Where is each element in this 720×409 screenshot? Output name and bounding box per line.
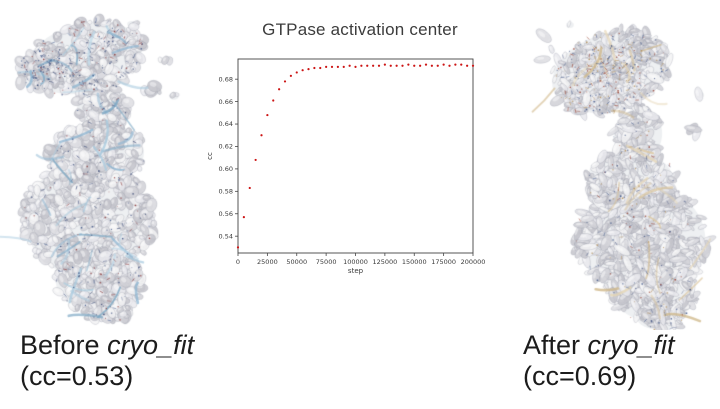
data-point [471,64,475,67]
data-point [354,65,357,68]
x-tick-label: 100000 [343,258,368,266]
data-point [325,65,328,68]
chart-title: GTPase activation center [262,20,458,39]
data-point [442,63,445,66]
data-point [366,64,369,67]
x-tick-label: 25000 [257,258,278,266]
data-point [254,158,257,162]
data-point [236,246,240,249]
caption-after: After cryo_fit (cc=0.69) [523,330,675,393]
data-point [313,66,316,70]
caption-before-prefix: Before [20,330,108,360]
data-point [372,64,375,67]
data-point [301,69,304,72]
y-tick-label: 0.58 [219,188,233,196]
data-point [454,63,457,66]
caption-after-line1: After cryo_fit [523,330,675,361]
data-point [278,88,281,91]
data-point [360,64,363,67]
x-tick-label: 150000 [402,258,427,266]
scatter-plot: 0.54 0.56 0.58 0.60 0.62 0.64 0.66 0.68 0 25000 50… [206,58,486,275]
x-tick-label: 125000 [372,258,397,266]
data-point [430,64,433,67]
data-point [307,67,310,71]
y-tick-label: 0.60 [219,165,233,173]
data-point [424,63,428,66]
data-point [383,63,386,66]
data-point [272,99,275,102]
data-point [395,64,398,67]
data-point [389,64,392,67]
data-point [330,65,334,68]
data-point [289,74,292,77]
data-point [295,71,298,74]
data-point [348,64,351,67]
plot-frame [237,58,474,254]
caption-before-tool-name: cryo_fit [107,330,195,360]
caption-after-prefix: After [523,330,588,360]
cryoem-density-map-after [530,0,720,330]
cryoem-density-map-before [0,0,225,330]
y-tick-label: 0.68 [219,75,233,83]
caption-before: Before cryo_fit (cc=0.53) [20,330,194,393]
x-tick-label: 200000 [461,258,486,266]
data-point [413,64,416,67]
x-tick-label: 0 [236,258,240,266]
x-axis-label: step [348,267,364,275]
data-point [460,63,463,66]
x-tick-label: 50000 [286,258,307,266]
data-point [407,63,410,66]
data-point [260,134,263,137]
data-point [248,186,251,190]
y-tick-label: 0.62 [219,143,233,151]
caption-after-tool-name: cryo_fit [587,330,675,360]
data-point [466,64,469,67]
y-tick-label: 0.66 [219,98,233,106]
data-point [448,64,451,67]
data-point [319,66,322,70]
data-point [266,113,269,117]
y-axis-label: cc [206,152,214,160]
caption-before-cc: (cc=0.53) [20,361,134,392]
x-tick-label: 175000 [431,258,456,266]
x-tick-label: 75000 [316,258,337,266]
data-point [283,80,287,83]
data-point [401,64,404,67]
data-point [377,64,381,67]
data-point [436,64,439,67]
cc-vs-step-chart: GTPase activation center 0.54 0.56 0.58 0.6… [200,14,490,279]
data-point [242,216,245,219]
caption-after-cc: (cc=0.69) [523,361,637,392]
y-tick-label: 0.64 [219,120,233,128]
y-tick-label: 0.54 [219,232,233,240]
data-point [419,64,422,67]
caption-before-line1: Before cryo_fit [20,330,194,361]
data-point [336,65,339,68]
y-tick-label: 0.56 [219,210,233,218]
data-point [342,65,345,68]
